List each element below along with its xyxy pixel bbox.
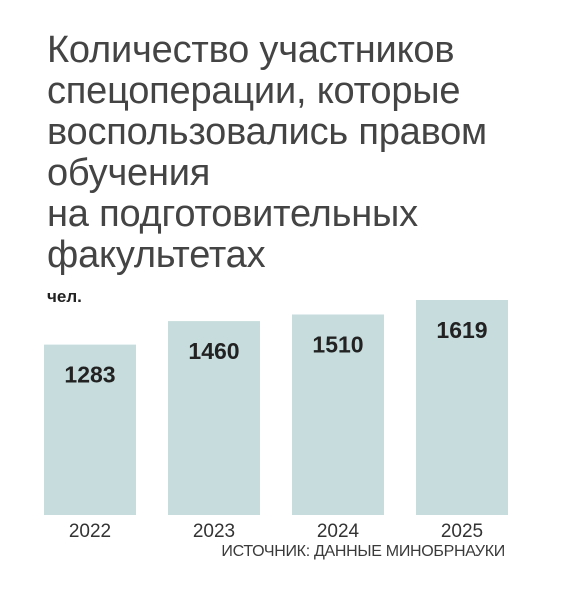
bar-2023 (168, 321, 260, 515)
bar-2022 (44, 344, 136, 515)
bar-value-label-2024: 1510 (312, 331, 363, 357)
bar-group-2025: 1619 2025 (416, 300, 508, 542)
bar-chart: 1283 2022 1460 2023 1510 2024 1619 2025 (44, 300, 508, 542)
bar-group-2023: 1460 2023 (168, 321, 260, 542)
unit-label: чел. (47, 287, 82, 306)
bar-group-2024: 1510 2024 (292, 314, 384, 542)
category-label-2025: 2025 (441, 521, 483, 542)
category-label-2023: 2023 (193, 521, 235, 542)
bar-group-2022: 1283 2022 (44, 344, 136, 542)
bar-value-label-2023: 1460 (188, 338, 239, 364)
bar-value-label-2025: 1619 (436, 317, 487, 343)
bar-value-label-2022: 1283 (64, 362, 115, 388)
bar-2024 (292, 314, 384, 515)
category-label-2022: 2022 (69, 521, 111, 542)
chart-title: Количество участников спецоперации, кото… (47, 29, 487, 276)
bar-2025 (416, 300, 508, 515)
category-label-2024: 2024 (317, 521, 360, 542)
source-note: ИСТОЧНИК: ДАННЫЕ МИНОБРНАУКИ (221, 543, 505, 560)
